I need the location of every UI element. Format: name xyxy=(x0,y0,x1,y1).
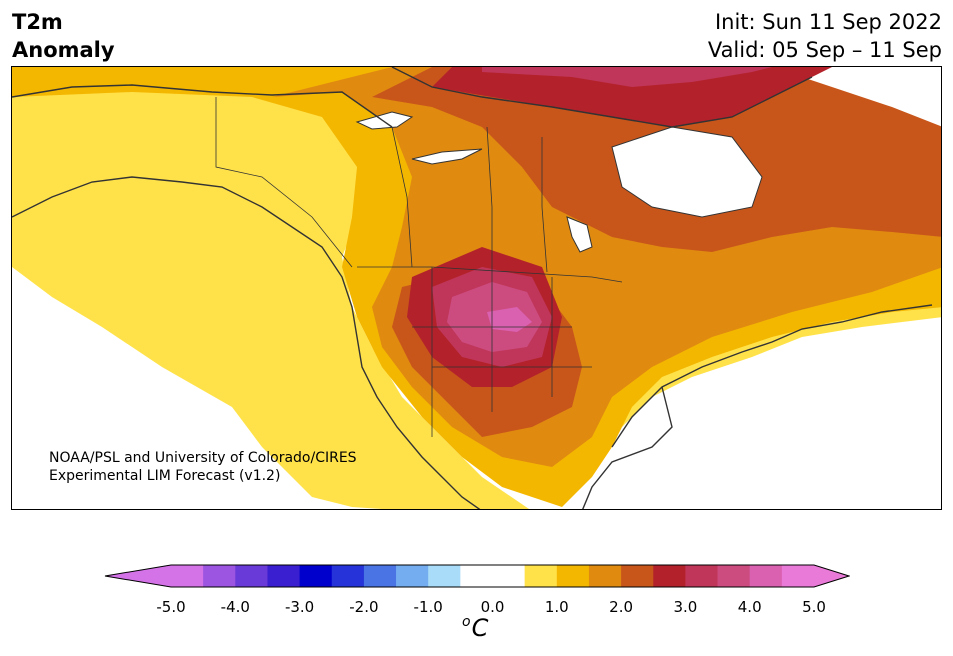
colorbar xyxy=(104,564,850,588)
colorbar-tick-label: 2.0 xyxy=(609,598,634,616)
credit-line1: NOAA/PSL and University of Colorado/CIRE… xyxy=(49,450,357,466)
colorbar-bin xyxy=(749,565,783,587)
anomaly-map: NOAA/PSL and University of Colorado/CIRE… xyxy=(11,66,942,510)
great-bear-lake xyxy=(355,111,414,130)
colorbar-bin xyxy=(171,565,204,587)
colorbar-bin xyxy=(235,565,268,587)
colorbar-tick-label: -5.0 xyxy=(156,598,186,616)
colorbar-tick-label: -2.0 xyxy=(349,598,379,616)
colorbar-bin xyxy=(331,565,365,587)
colorbar-bin xyxy=(588,565,622,587)
hudson-bay xyxy=(611,126,763,218)
colorbar-ticks: -5.0 -4.0 -3.0 -2.0 -1.0 0.0 1.0 2.0 3.0 4.0 5.0 xyxy=(0,598,953,618)
colorbar-bin xyxy=(781,565,815,587)
colorbar-bin xyxy=(621,565,654,587)
anomaly-shade-4.0 xyxy=(487,307,532,332)
credit-line2: Experimental LIM Forecast (v1.2) xyxy=(49,468,281,484)
map-canvas xyxy=(12,67,941,509)
great-slave-lake xyxy=(411,148,483,165)
map-title: T2m Anomaly xyxy=(12,8,115,64)
colorbar-bin xyxy=(492,565,526,587)
colorbar-max-extend xyxy=(814,565,849,587)
colorbar-bin xyxy=(299,565,333,587)
colorbar-bin xyxy=(460,565,493,587)
colorbar-bin xyxy=(653,565,686,587)
colorbar-tick-label: 0.0 xyxy=(480,598,505,616)
title-variable-line1: T2m xyxy=(12,10,63,34)
political-borders xyxy=(215,97,623,437)
colorbar-tick-label: -4.0 xyxy=(220,598,250,616)
lake-winnipeg xyxy=(566,216,593,253)
colorbar-outline xyxy=(104,564,850,588)
colorbar-tick-label: 1.0 xyxy=(544,598,569,616)
colorbar-min-extend xyxy=(105,565,171,587)
unit-letter: C xyxy=(471,614,489,642)
unit-degree: o xyxy=(462,614,471,630)
colorbar-unit: oC xyxy=(462,614,488,642)
colorbar-tick-label: -1.0 xyxy=(413,598,443,616)
colorbar-bin xyxy=(524,565,558,587)
anomaly-shade-0.5 xyxy=(12,82,941,509)
colorbar-tick-label: -3.0 xyxy=(284,598,315,616)
colorbar-bin xyxy=(428,565,461,587)
colorbar-bin xyxy=(717,565,751,587)
colorbar-bin xyxy=(556,565,590,587)
coastlines xyxy=(12,67,933,509)
map-dates: Init: Sun 11 Sep 2022 Valid: 05 Sep – 11… xyxy=(708,8,942,64)
colorbar-bin xyxy=(396,565,429,587)
credit-text: NOAA/PSL and University of Colorado/CIRE… xyxy=(49,449,357,485)
colorbar-bin xyxy=(363,565,397,587)
colorbar-bin xyxy=(203,565,236,587)
title-variable-line2: Anomaly xyxy=(12,38,115,62)
colorbar-tick-label: 4.0 xyxy=(737,598,762,616)
valid-range: Valid: 05 Sep – 11 Sep xyxy=(707,38,942,62)
colorbar-bin xyxy=(685,565,719,587)
colorbar-tick-label: 3.0 xyxy=(673,598,698,616)
init-date: Init: Sun 11 Sep 2022 xyxy=(714,10,942,34)
colorbar-bin xyxy=(267,565,301,587)
colorbar-tick-label: 5.0 xyxy=(802,598,826,616)
